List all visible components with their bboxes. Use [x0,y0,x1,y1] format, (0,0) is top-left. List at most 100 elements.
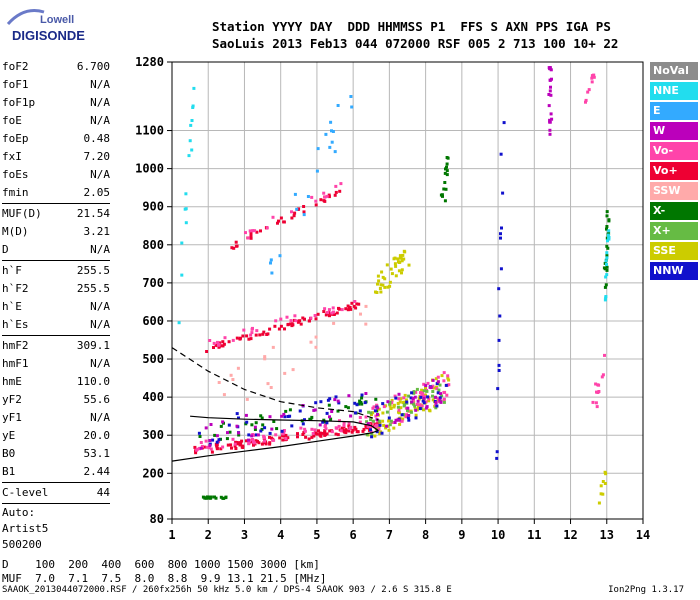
data-point [549,112,553,116]
param-value: 2.44 [83,465,111,478]
param-name: C-level [2,486,49,499]
param-row: foE N/A [2,112,110,130]
data-point [388,400,392,404]
data-point [602,266,606,270]
data-point [432,386,436,390]
data-point [442,379,446,383]
data-point [222,393,226,397]
data-point [403,393,407,397]
data-point [247,438,250,442]
data-point [436,375,440,379]
data-point [214,496,218,500]
data-point [301,316,305,320]
data-point [250,327,254,331]
data-point [360,402,364,406]
param-value: 309.1 [76,339,110,352]
param-name: foF1p [2,96,36,109]
header-labels: Station YYYY DAY DDD HHMMSS P1 FFS S AXN… [212,19,611,34]
data-point [235,424,239,428]
data-point [323,420,327,424]
data-point [373,434,377,438]
data-point [334,395,338,399]
data-point [330,410,334,413]
data-point [298,319,302,323]
data-point [434,401,438,405]
data-point [393,394,397,398]
data-point [229,373,233,377]
data-point [381,275,385,279]
data-point [334,184,338,188]
data-point [444,187,448,191]
data-point [269,261,272,265]
data-point [435,387,439,391]
data-point [400,271,403,275]
data-point [409,396,413,400]
data-point [232,246,236,250]
param-name: hmF1 [2,357,29,370]
data-point [415,408,419,412]
data-point [195,447,199,451]
data-point [297,207,301,211]
data-point [549,85,552,89]
data-point [324,423,327,427]
data-point [431,398,435,402]
data-point [245,420,249,424]
param-name: MUF(D) [2,207,42,220]
data-point [350,430,354,434]
data-point [388,402,392,406]
data-point [318,433,322,437]
data-point [249,337,253,341]
param-separator [2,203,110,204]
y-tick-label: 900 [142,200,164,214]
data-point [350,301,354,305]
data-point [431,378,435,382]
data-point [406,409,409,412]
data-point [251,438,255,441]
data-point [603,298,607,302]
data-point [439,392,442,396]
data-point [436,380,440,384]
data-point [237,433,241,437]
data-point [342,421,346,425]
data-point [442,187,446,191]
param-name: fxI [2,150,22,163]
data-point [199,446,203,450]
data-point [274,319,278,323]
data-point [288,408,292,412]
data-point [313,431,317,435]
data-point [361,429,365,433]
data-point [265,226,269,230]
data-point [249,231,253,235]
data-point [296,435,299,439]
data-point [328,145,332,149]
plot-frame [171,61,644,520]
param-name: M(D) [2,225,29,238]
data-point [400,259,404,263]
param-value: N/A [90,114,110,127]
data-point [392,403,396,407]
data-point [296,432,299,436]
data-point [398,400,402,404]
data-point [349,95,353,98]
data-point [352,304,356,308]
data-point [400,413,404,417]
legend-entry: E [650,102,698,120]
data-point [495,456,499,460]
data-point [328,415,331,419]
data-point [263,355,267,359]
data-point [407,418,411,422]
data-point [386,400,390,404]
data-point [302,213,306,217]
param-row: foF2 6.700 [2,58,110,76]
param-value: 0.48 [83,132,111,145]
data-point [291,368,295,372]
x-tick-label: 4 [277,528,284,542]
param-value: 255.5 [76,282,110,295]
data-point [244,231,247,235]
data-point [440,394,444,398]
param-row: h`E N/A [2,298,110,316]
data-point [426,395,430,399]
data-point [209,496,213,500]
data-point [369,422,373,426]
